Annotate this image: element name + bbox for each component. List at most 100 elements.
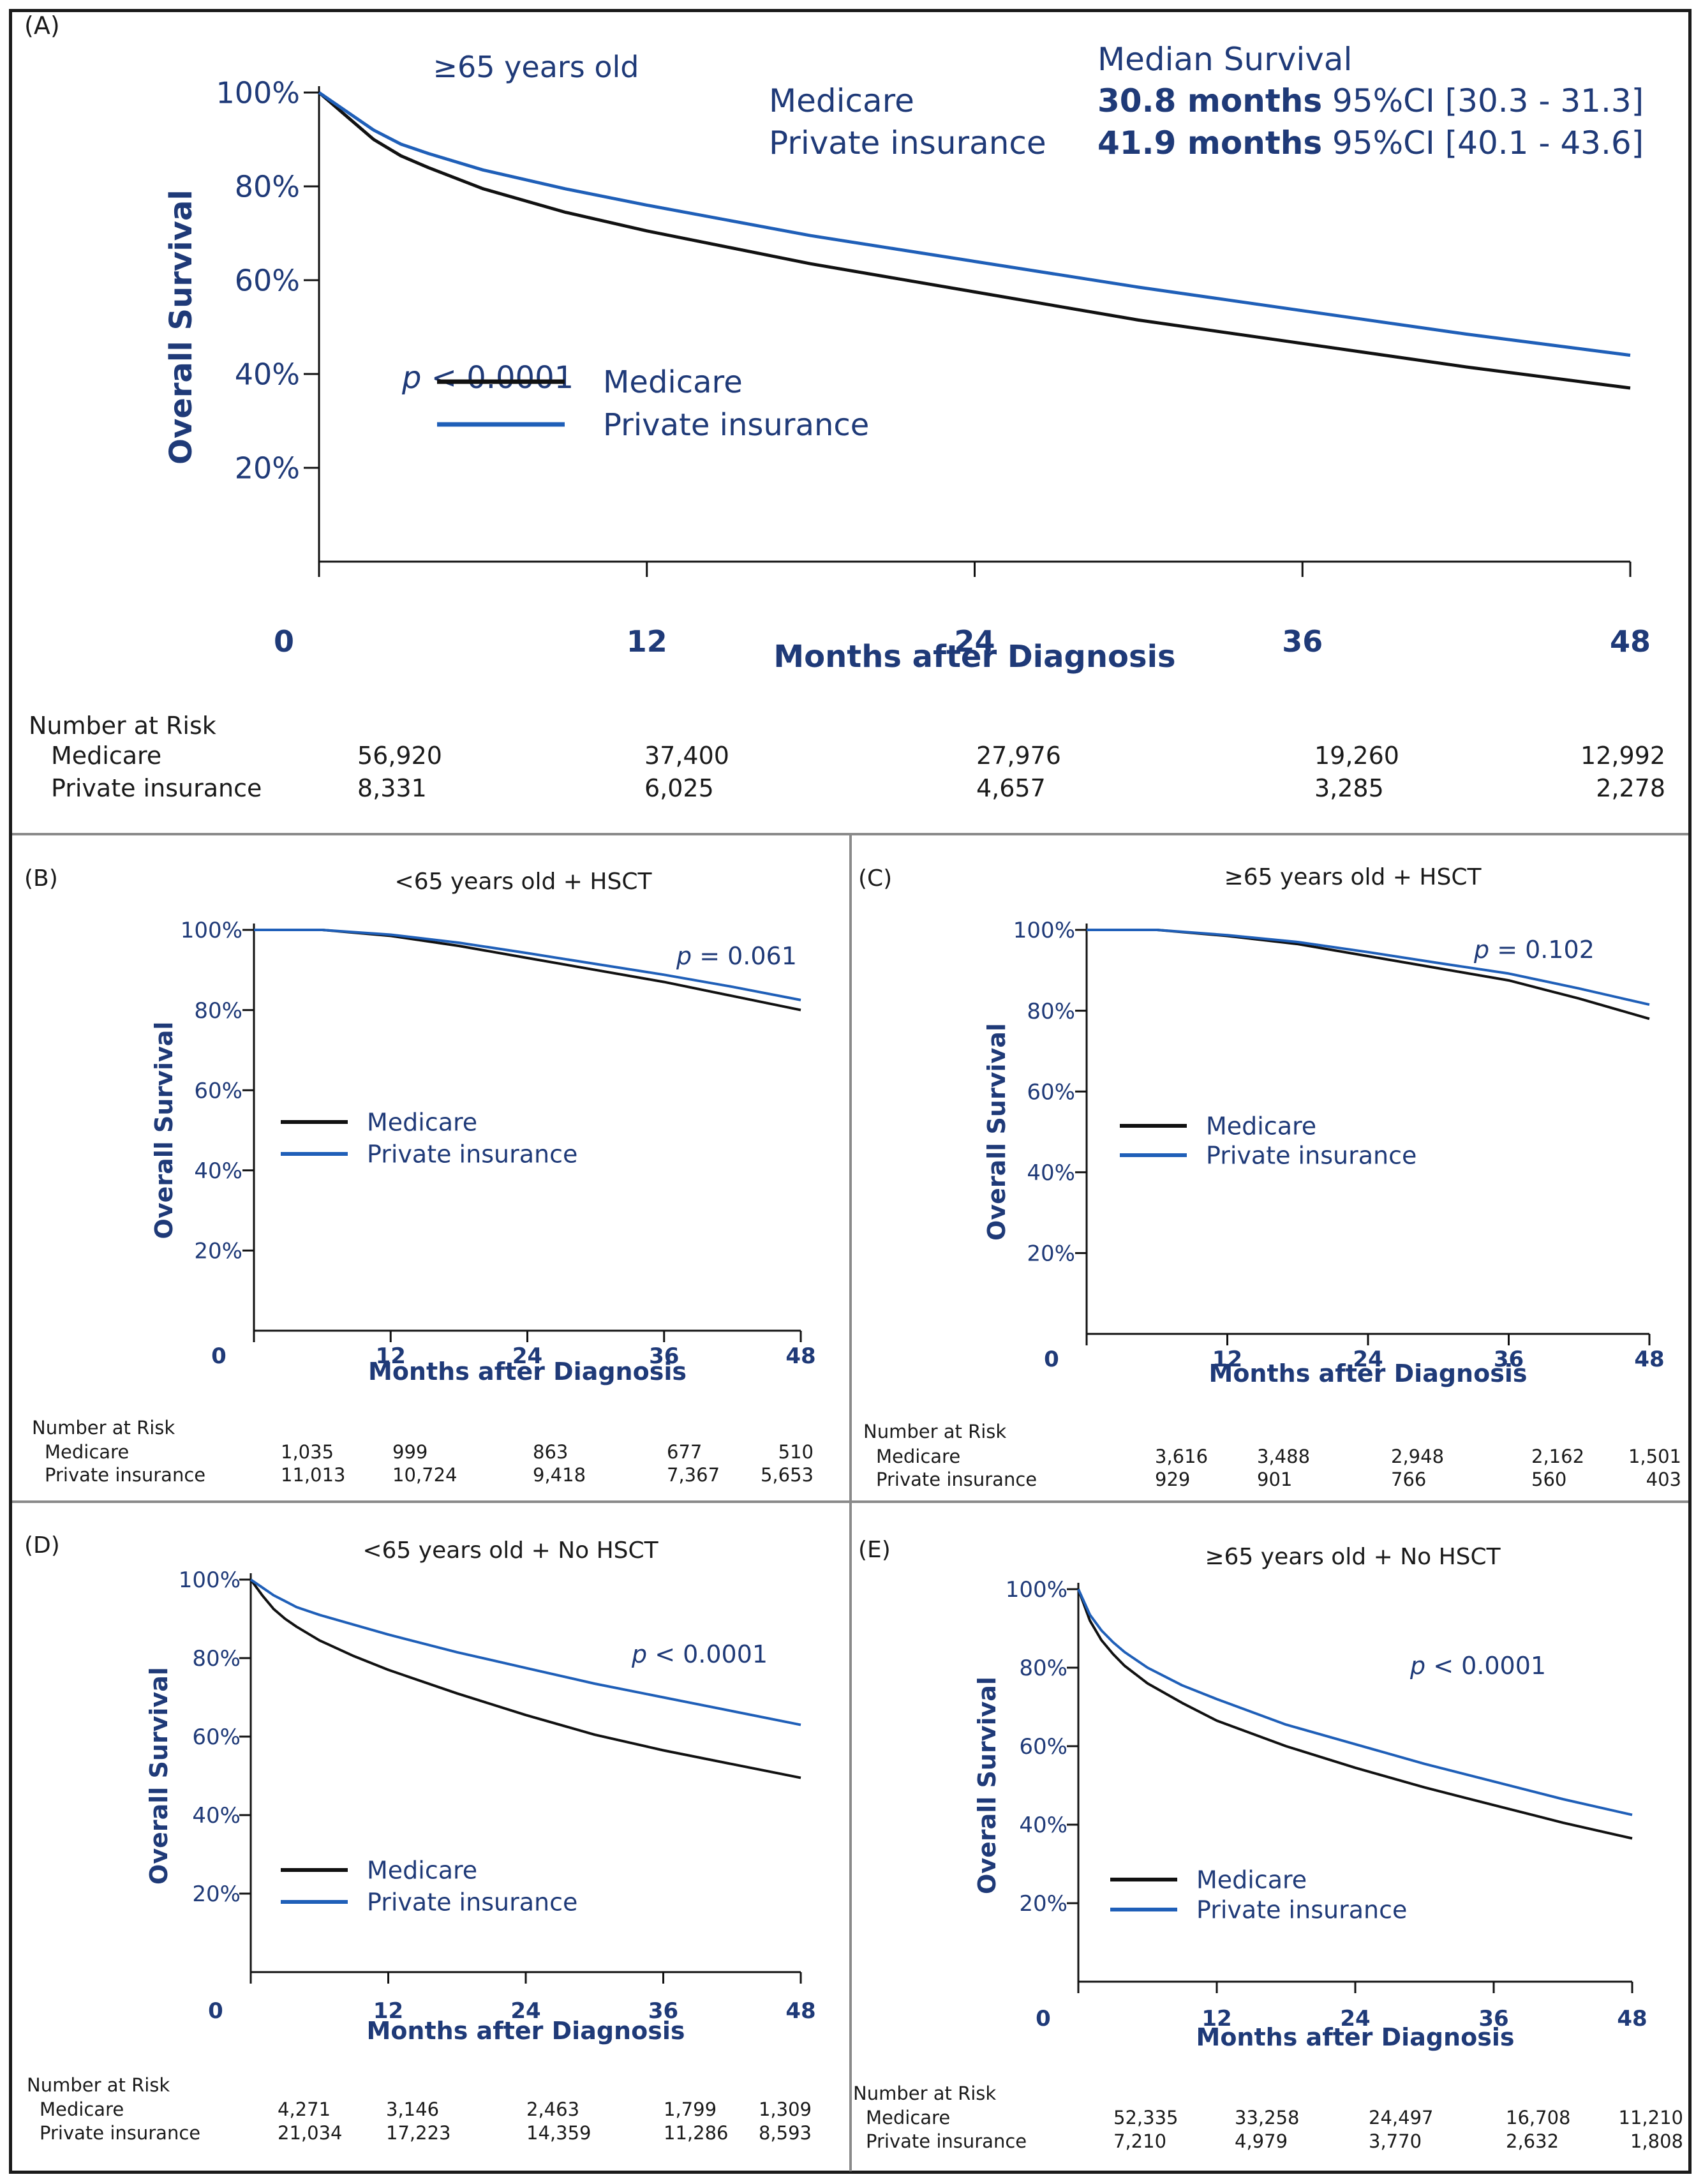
- p-value-E: p < 0.0001: [1409, 1652, 1546, 1680]
- median-survival-heading: Median Survival: [1097, 41, 1352, 78]
- y-tick-label-A: 100%: [216, 76, 300, 110]
- x-tick-label-A: 24: [954, 624, 995, 659]
- x-axis-label-B: Months after Diagnosis: [368, 1358, 687, 1386]
- risk-value-B: 999: [392, 1441, 428, 1463]
- p-value-B: p = 0.061: [676, 942, 797, 970]
- p-value-A: p < 0.0001: [401, 360, 574, 396]
- x-tick-label-E: 0: [1036, 2006, 1051, 2031]
- risk-row-name-A: Private insurance: [51, 774, 262, 802]
- median-months: 41.9 months: [1097, 124, 1322, 161]
- median-months: 30.8 months: [1097, 82, 1322, 119]
- risk-value-C: 929: [1155, 1469, 1190, 1490]
- x-tick-label-B: 24: [512, 1343, 542, 1369]
- risk-row-name-D: Private insurance: [40, 2122, 200, 2144]
- risk-value-D: 1,799: [664, 2098, 717, 2120]
- risk-row-name-D: Medicare: [40, 2098, 124, 2120]
- panel-title-B: <65 years old + HSCT: [395, 869, 653, 895]
- x-tick-label-C: 12: [1212, 1347, 1242, 1372]
- x-tick-label-B: 0: [211, 1343, 227, 1369]
- y-tick-label-C: 100%: [1013, 918, 1075, 943]
- median-ci: 95%CI [30.3 - 31.3]: [1322, 82, 1644, 119]
- legend-label-A-0: Medicare: [603, 364, 743, 400]
- risk-value-A: 37,400: [644, 742, 729, 770]
- p-symbol-D: p: [631, 1640, 647, 1668]
- risk-value-E: 2,632: [1506, 2130, 1559, 2152]
- series-line-C-private: [1087, 929, 1650, 1006]
- risk-value-E: 24,497: [1369, 2107, 1433, 2128]
- risk-value-A: 2,278: [1596, 774, 1665, 802]
- x-tick-label-C: 36: [1494, 1347, 1524, 1372]
- risk-title-E: Number at Risk: [853, 2083, 996, 2104]
- risk-value-A: 12,992: [1580, 742, 1665, 770]
- risk-value-D: 2,463: [526, 2098, 579, 2120]
- risk-value-B: 677: [667, 1441, 702, 1463]
- y-tick-label-D: 80%: [192, 1646, 241, 1672]
- risk-row-name-C: Private insurance: [876, 1469, 1037, 1490]
- risk-value-D: 21,034: [278, 2122, 342, 2144]
- y-axis-label-E: Overall Survival: [973, 1677, 1001, 1894]
- risk-value-A: 27,976: [976, 742, 1061, 770]
- x-tick-label-A: 36: [1282, 624, 1323, 659]
- risk-row-name-E: Medicare: [866, 2107, 950, 2128]
- p-symbol-B: p: [676, 942, 692, 970]
- legend-label-A-1: Private insurance: [603, 407, 869, 443]
- risk-value-C: 901: [1257, 1469, 1292, 1490]
- series-line-D-private: [249, 1578, 801, 1726]
- x-tick-label-D: 48: [785, 1998, 815, 2024]
- risk-value-E: 4,979: [1235, 2130, 1288, 2152]
- x-tick-label-C: 24: [1353, 1347, 1383, 1372]
- y-tick-label-A: 60%: [235, 264, 300, 298]
- risk-title-C: Number at Risk: [863, 1421, 1006, 1442]
- risk-value-B: 5,653: [761, 1464, 814, 1486]
- median-row-value: 30.8 months 95%CI [30.3 - 31.3]: [1097, 82, 1644, 119]
- risk-value-A: 8,331: [357, 774, 427, 802]
- risk-value-C: 1,501: [1628, 1446, 1681, 1467]
- risk-value-B: 9,418: [533, 1464, 586, 1486]
- panel-title-D: <65 years old + No HSCT: [362, 1537, 658, 1564]
- y-tick-label-A: 40%: [235, 357, 300, 392]
- y-tick-label-D: 40%: [192, 1803, 241, 1829]
- x-tick-label-E: 12: [1201, 2006, 1231, 2031]
- panel-label-C: (C): [858, 865, 892, 892]
- y-tick-label-D: 100%: [179, 1567, 241, 1593]
- legend-label-E-1: Private insurance: [1196, 1896, 1407, 1924]
- risk-value-B: 10,724: [392, 1464, 457, 1486]
- risk-value-E: 33,258: [1235, 2107, 1299, 2128]
- x-tick-label-E: 36: [1478, 2006, 1508, 2031]
- p-value-text-A: < 0.0001: [421, 360, 574, 396]
- risk-value-B: 863: [533, 1441, 568, 1463]
- legend-label-D-0: Medicare: [367, 1856, 477, 1884]
- y-tick-label-D: 20%: [192, 1881, 241, 1907]
- p-symbol-A: p: [401, 360, 421, 396]
- x-tick-label-E: 24: [1340, 2006, 1370, 2031]
- panel-label-D: (D): [24, 1532, 60, 1559]
- y-tick-label-E: 80%: [1019, 1656, 1067, 1681]
- risk-row-name-A: Medicare: [51, 742, 161, 770]
- risk-value-B: 7,367: [667, 1464, 720, 1486]
- risk-value-E: 16,708: [1506, 2107, 1570, 2128]
- legend-label-C-0: Medicare: [1206, 1112, 1316, 1140]
- y-tick-label-D: 60%: [192, 1724, 241, 1750]
- p-value-text-B: = 0.061: [692, 942, 797, 970]
- median-row-value: 41.9 months 95%CI [40.1 - 43.6]: [1097, 124, 1644, 161]
- x-axis-label-E: Months after Diagnosis: [1196, 2023, 1515, 2051]
- risk-value-D: 11,286: [664, 2122, 728, 2144]
- risk-value-A: 3,285: [1314, 774, 1384, 802]
- risk-value-D: 8,593: [759, 2122, 812, 2144]
- y-tick-label-C: 20%: [1027, 1241, 1075, 1267]
- panel-title-E: ≥65 years old + No HSCT: [1205, 1544, 1501, 1570]
- panel-title-A: ≥65 years old: [433, 50, 639, 84]
- x-tick-label-D: 12: [373, 1998, 403, 2024]
- legend-label-C-1: Private insurance: [1206, 1141, 1417, 1169]
- y-axis-label-D: Overall Survival: [145, 1667, 173, 1885]
- risk-value-C: 2,948: [1391, 1446, 1444, 1467]
- median-row-name: Private insurance: [769, 124, 1046, 161]
- risk-value-C: 560: [1531, 1469, 1566, 1490]
- y-tick-label-A: 20%: [235, 451, 300, 486]
- y-tick-label-A: 80%: [235, 170, 300, 204]
- x-axis-label-A: Months after Diagnosis: [773, 639, 1175, 675]
- p-value-D: p < 0.0001: [631, 1640, 768, 1668]
- risk-value-C: 3,616: [1155, 1446, 1208, 1467]
- risk-value-C: 2,162: [1531, 1446, 1584, 1467]
